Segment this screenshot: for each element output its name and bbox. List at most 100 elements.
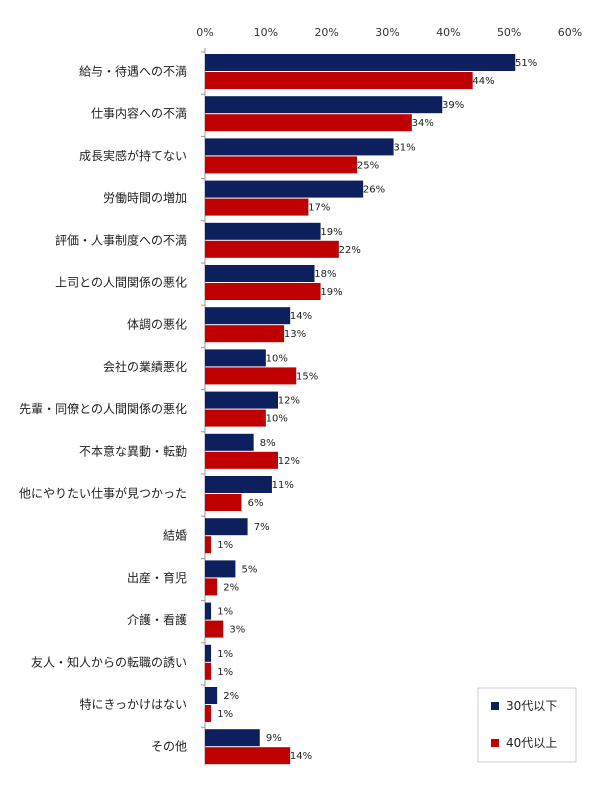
legend-box (477, 687, 577, 763)
bar-30s-and-under (205, 560, 236, 578)
bar-30s-and-under (205, 96, 443, 114)
bar-40s-and-over (205, 620, 224, 638)
x-tick-label: 60% (558, 26, 582, 39)
bar-30s-and-under (205, 391, 278, 409)
bar-30s-and-under (205, 349, 266, 367)
bar-40s-and-over (205, 367, 297, 385)
data-label-40s-and-over: 10% (266, 414, 288, 425)
bar-40s-and-over (205, 72, 473, 89)
bar-40s-and-over (205, 240, 339, 258)
data-label-40s-and-over: 12% (278, 456, 300, 467)
bars-layer (205, 54, 516, 765)
category-label: 介護・看護 (127, 612, 187, 627)
bar-40s-and-over (205, 747, 291, 765)
legend-swatch-30s-and-under (491, 702, 499, 710)
category-label: 労働時間の増加 (103, 191, 187, 205)
bar-40s-and-over (205, 705, 212, 722)
bar-40s-and-over (205, 662, 212, 680)
bar-40s-and-over (205, 451, 278, 469)
bar-30s-and-under (205, 518, 248, 536)
category-label: 不本意な異動・転勤 (79, 443, 187, 458)
data-label-40s-and-over: 13% (284, 329, 306, 340)
bar-30s-and-under (205, 222, 321, 240)
data-label-40s-and-over: 1% (217, 540, 233, 551)
x-tick-label: 40% (436, 26, 460, 39)
bar-40s-and-over (205, 114, 412, 132)
x-tick-label: 10% (254, 26, 278, 39)
category-label: 仕事内容への不満 (91, 106, 187, 121)
bar-30s-and-under (205, 476, 272, 493)
data-label-40s-and-over: 19% (320, 287, 342, 298)
data-label-40s-and-over: 34% (412, 118, 434, 129)
data-label-40s-and-over: 6% (248, 498, 264, 509)
category-label: 給与・待遇への不満 (79, 65, 187, 79)
data-label-30s-and-under: 26% (363, 185, 385, 196)
data-label-40s-and-over: 1% (217, 667, 233, 678)
category-label: 体調の悪化 (127, 318, 187, 332)
bar-30s-and-under (205, 138, 394, 156)
bar-40s-and-over (205, 536, 212, 554)
bar-30s-and-under (205, 644, 212, 662)
category-label: 上司との人間関係の悪化 (55, 276, 187, 290)
category-label: その他 (151, 740, 187, 754)
data-label-30s-and-under: 9% (266, 733, 282, 744)
category-label: 友人・知人からの転職の誘い (31, 655, 187, 669)
data-label-40s-and-over: 15% (296, 371, 318, 382)
data-label-40s-and-over: 3% (229, 625, 245, 636)
bar-40s-and-over (205, 283, 321, 300)
bar-30s-and-under (205, 433, 254, 451)
bar-30s-and-under (205, 54, 516, 71)
bar-40s-and-over (205, 409, 266, 427)
bar-30s-and-under (205, 307, 291, 325)
x-tick-label: 30% (375, 26, 399, 39)
data-label-40s-and-over: 2% (223, 582, 239, 593)
bar-30s-and-under (205, 602, 212, 620)
bar-30s-and-under (205, 729, 260, 747)
labels-layer: 給与・待遇への不満 51% 44% 仕事内容への不満 39% 34% 成長実感が持てない 31… (19, 58, 537, 762)
bar-40s-and-over (205, 578, 218, 596)
data-label-30s-and-under: 19% (320, 227, 342, 238)
data-label-30s-and-under: 14% (290, 311, 312, 322)
legend: 30代以下 40代以上 (477, 687, 577, 763)
bar-40s-and-over (205, 156, 358, 174)
x-tick-label: 20% (314, 26, 338, 39)
category-label: 特にきっかけはない (79, 697, 187, 712)
data-label-30s-and-under: 39% (442, 100, 464, 111)
data-label-40s-and-over: 22% (339, 245, 361, 256)
data-label-30s-and-under: 7% (254, 522, 270, 533)
data-label-30s-and-under: 2% (223, 691, 239, 702)
category-label: 結婚 (163, 529, 187, 543)
data-label-30s-and-under: 11% (272, 480, 294, 491)
data-label-40s-and-over: 25% (357, 160, 379, 171)
legend-label-30s-and-under: 30代以下 (506, 699, 557, 713)
legend-swatch-40s-and-over (491, 739, 499, 747)
data-label-30s-and-under: 1% (217, 607, 233, 618)
category-label: 他にやりたい仕事が見つかった (19, 486, 187, 501)
data-label-30s-and-under: 18% (314, 269, 336, 280)
data-label-30s-and-under: 51% (515, 58, 537, 69)
category-label: 評価・人事制度への不満 (55, 232, 187, 247)
data-label-40s-and-over: 14% (290, 751, 312, 762)
bar-40s-and-over (205, 494, 242, 511)
data-label-30s-and-under: 10% (266, 353, 288, 364)
data-label-30s-and-under: 8% (260, 438, 276, 449)
data-label-40s-and-over: 17% (308, 203, 330, 214)
category-label: 成長実感が持てない (79, 148, 187, 163)
bar-30s-and-under (205, 687, 218, 704)
bar-30s-and-under (205, 265, 315, 282)
bar-30s-and-under (205, 180, 364, 198)
data-label-30s-and-under: 12% (278, 396, 300, 407)
data-label-30s-and-under: 31% (393, 142, 415, 153)
data-label-30s-and-under: 5% (242, 564, 258, 575)
bar-40s-and-over (205, 325, 285, 343)
x-tick-label: 50% (497, 26, 521, 39)
data-label-40s-and-over: 1% (217, 709, 233, 720)
x-tick-label: 0% (196, 26, 213, 39)
bar-40s-and-over (205, 198, 309, 216)
category-label: 先輩・同僚との人間関係の悪化 (19, 401, 187, 416)
data-label-40s-and-over: 44% (472, 76, 494, 87)
legend-label-40s-and-over: 40代以上 (506, 736, 557, 750)
category-label: 会社の業績悪化 (103, 359, 187, 374)
category-label: 出産・育児 (127, 570, 187, 585)
